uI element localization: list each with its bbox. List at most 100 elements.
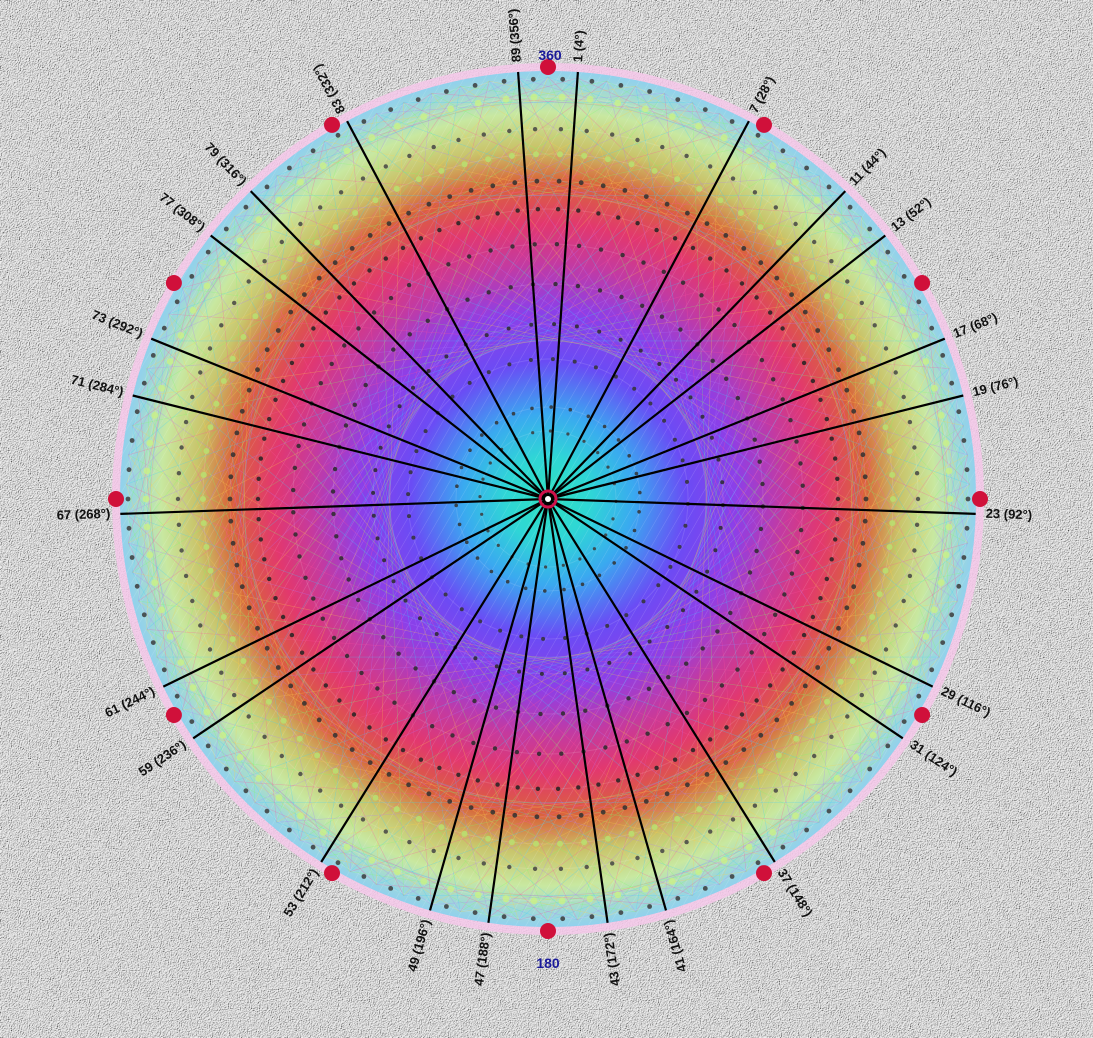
- ring-dot: [651, 824, 658, 831]
- ray-label: 47 (188°): [471, 932, 493, 987]
- ring-dot: [800, 483, 805, 488]
- center-ring: [538, 489, 558, 509]
- red-marker: [914, 707, 931, 723]
- ring-dot: [780, 148, 786, 154]
- ring-dot: [319, 162, 327, 170]
- ring-dot: [937, 412, 945, 419]
- ring-dot: [262, 557, 267, 562]
- ring-dot: [391, 579, 396, 584]
- ring-dot: [174, 693, 180, 699]
- ray-line: [547, 497, 976, 515]
- ring-dot: [332, 224, 339, 231]
- ring-dot: [486, 290, 491, 295]
- ring-dot: [672, 236, 678, 241]
- ring-dot: [680, 280, 686, 285]
- ring-dot: [606, 465, 610, 469]
- ring-dot: [388, 295, 394, 301]
- ring-dot: [622, 188, 628, 193]
- ray-label: 43 (172°): [601, 932, 623, 987]
- ring-dot: [203, 448, 210, 454]
- ring-dot: [582, 439, 586, 443]
- ring-dot: [818, 397, 823, 402]
- ring-dot: [956, 583, 962, 589]
- ring-dot: [258, 537, 263, 542]
- ring-dot: [757, 459, 762, 464]
- ring-dot: [720, 480, 725, 485]
- ring-dot: [323, 683, 328, 688]
- ring-dot: [474, 99, 482, 107]
- ring-dot: [239, 408, 245, 414]
- ring-dot: [851, 584, 857, 590]
- ring-dot: [684, 710, 690, 716]
- ring-dot: [530, 76, 536, 82]
- ring-dot: [531, 431, 535, 435]
- ring-dot: [279, 753, 284, 759]
- ring-dot: [949, 380, 955, 386]
- ring-dot: [668, 877, 676, 885]
- ring-dot: [685, 479, 689, 484]
- ring-dot: [447, 105, 455, 113]
- ring-dot: [616, 215, 621, 220]
- ring-dot: [426, 369, 431, 373]
- ring-dot: [406, 492, 411, 497]
- ring-dot: [635, 221, 640, 226]
- ring-dot: [444, 89, 449, 94]
- ring-dot: [809, 717, 816, 724]
- ring-dot: [862, 518, 868, 524]
- ring-dot: [190, 598, 195, 604]
- ray-line: [547, 498, 934, 688]
- ring-dot: [264, 645, 270, 651]
- ring-dot: [773, 205, 778, 210]
- red-marker: [914, 275, 931, 291]
- ring-dot: [802, 309, 808, 315]
- ring-dot: [411, 385, 415, 390]
- ring-dot: [696, 185, 703, 192]
- ring-dot: [506, 326, 511, 331]
- ring-dot: [550, 357, 555, 362]
- ring-dot: [383, 164, 388, 169]
- ring-dot: [314, 752, 321, 759]
- ring-dot: [791, 650, 797, 655]
- ring-dot: [557, 151, 563, 158]
- ring-dot: [484, 333, 489, 338]
- ring-dot: [534, 178, 540, 184]
- ring-dot: [860, 636, 867, 643]
- ring-dot: [372, 197, 379, 204]
- ring-dot: [267, 576, 272, 582]
- ring-dot: [754, 295, 759, 300]
- ring-dot: [166, 358, 174, 365]
- ring-dot: [604, 835, 611, 842]
- ring-dot: [544, 565, 548, 569]
- ring-dot: [647, 639, 652, 644]
- ring-dot: [886, 448, 893, 454]
- ring-dot: [862, 474, 868, 480]
- ring-dot: [675, 97, 681, 102]
- ring-dot: [618, 910, 624, 915]
- ring-dot: [434, 632, 439, 636]
- ring-dot: [560, 711, 566, 716]
- ring-dot: [161, 325, 167, 331]
- ring-dot: [732, 322, 737, 328]
- ring-dot: [530, 93, 538, 101]
- ring-dot: [352, 782, 359, 788]
- ring-dot: [883, 346, 889, 351]
- ring-dot: [280, 378, 286, 384]
- ring-dot: [758, 526, 764, 532]
- ring-dot: [258, 456, 263, 461]
- ring-dot: [771, 377, 776, 382]
- ring-dot: [592, 547, 597, 551]
- ring-dot: [860, 452, 866, 458]
- ring-dot: [793, 256, 800, 263]
- ring-dot: [492, 746, 498, 751]
- ring-dot: [344, 653, 350, 659]
- ring-dot: [329, 361, 334, 367]
- ring-dot: [158, 606, 166, 614]
- ring-dot: [468, 448, 472, 453]
- ring-dot: [189, 306, 197, 314]
- ring-dot: [882, 567, 889, 574]
- ray-line: [320, 498, 549, 863]
- ring-dot: [889, 520, 896, 527]
- ring-dot: [396, 651, 401, 656]
- ring-dot: [560, 916, 566, 922]
